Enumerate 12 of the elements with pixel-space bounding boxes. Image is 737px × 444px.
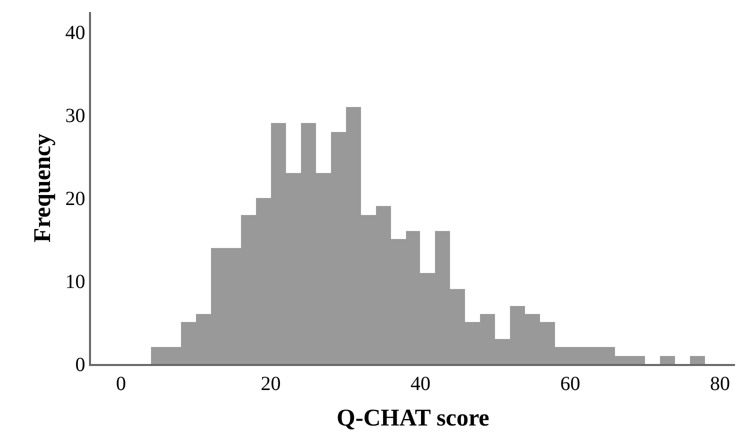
y-tick-label: 0 [75,354,86,376]
y-tick-label: 40 [65,22,86,44]
x-tick-label: 20 [260,372,281,395]
x-tick-label: 60 [560,372,580,395]
y-axis-title: Frequency [30,134,56,242]
y-tick-label: 20 [65,188,86,210]
x-tick-label: 40 [410,372,430,395]
y-tick-label: 10 [65,270,86,293]
x-tick-label: 0 [116,372,126,395]
x-axis-title: Q-CHAT score [336,406,490,432]
y-tick-label: 30 [65,104,86,127]
x-tick-label: 80 [710,372,730,395]
